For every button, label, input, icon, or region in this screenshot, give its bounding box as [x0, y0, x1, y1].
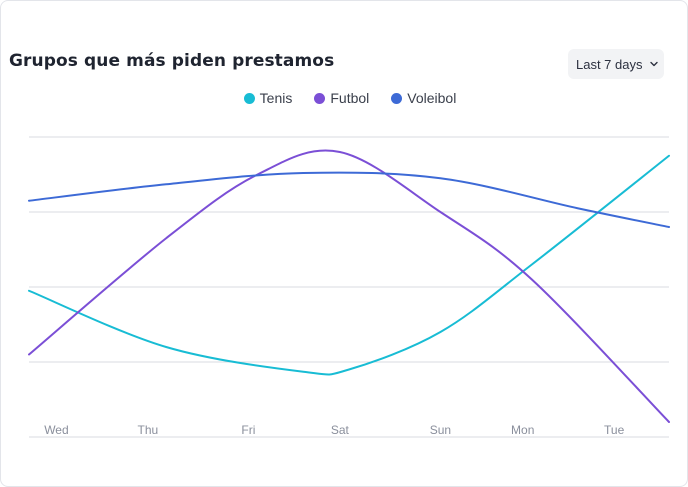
date-range-dropdown[interactable]: Last 7 days — [568, 49, 664, 79]
x-axis-ticks: Wed Thu Fri Sat Sun Mon Tue — [44, 423, 624, 437]
legend-label: Tenis — [259, 90, 293, 106]
series-line-tenis[interactable] — [28, 154, 670, 376]
legend-dot — [314, 92, 326, 104]
legend-label: Futbol — [330, 90, 370, 106]
legend-item-tenis[interactable]: Tenis — [243, 90, 293, 106]
x-tick-label: Sun — [430, 423, 451, 437]
series-line-futbol[interactable] — [28, 149, 670, 423]
date-range-label: Last 7 days — [576, 56, 643, 72]
legend-item-futbol[interactable]: Futbol — [314, 90, 369, 106]
series-line-voleibol[interactable] — [28, 171, 670, 228]
chevron-down-icon — [649, 61, 658, 67]
chart-title: Grupos que más piden prestamos — [9, 51, 335, 71]
x-tick-label: Fri — [241, 423, 255, 437]
legend-dot — [243, 92, 255, 104]
x-tick-label: Thu — [138, 423, 159, 437]
series-lines — [28, 149, 670, 423]
legend-item-voleibol[interactable]: Voleibol — [391, 90, 456, 106]
x-tick-label: Wed — [44, 423, 68, 437]
legend-label: Voleibol — [407, 90, 457, 106]
x-tick-label: Mon — [511, 423, 534, 437]
x-tick-label: Tue — [604, 423, 625, 437]
x-tick-label: Sat — [331, 423, 350, 437]
grid-lines — [29, 136, 669, 438]
legend-dot — [391, 92, 403, 104]
chart-legend: Tenis Futbol Voleibol — [1, 90, 688, 106]
